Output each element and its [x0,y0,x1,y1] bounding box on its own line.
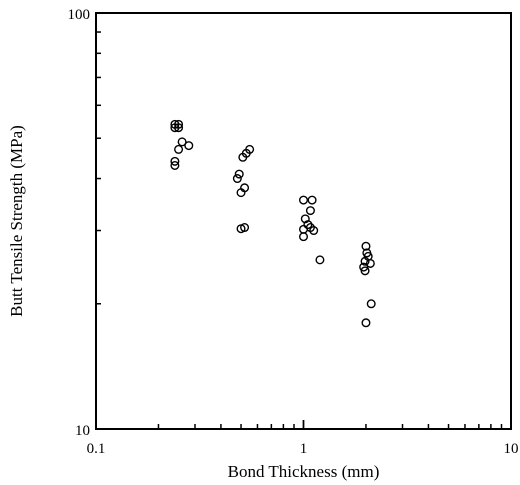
data-point [366,299,376,309]
data-point [238,152,248,162]
x-tick-label-0: 0.1 [87,441,106,457]
data-point [300,214,310,224]
data-point [309,226,319,236]
data-point [174,123,184,133]
data-point [305,206,315,216]
data-point [184,141,194,151]
x-axis-title: Bond Thickness (mm) [228,462,380,481]
x-axis-ticks [95,420,512,429]
y-axis-ticks [96,12,105,430]
data-point [177,137,187,147]
data-points [170,119,376,328]
x-tick-label-2: 10 [504,441,519,457]
data-point [299,195,309,205]
data-point [361,241,371,251]
data-point [365,258,375,268]
y-tick-label-top: 100 [68,7,91,23]
y-tick-label-bottom: 10 [75,423,90,439]
plot-frame [95,12,512,430]
data-point [234,169,244,179]
data-point [174,144,184,154]
data-point [236,224,246,234]
y-axis-title: Butt Tensile Strength (MPa) [7,125,26,317]
data-point [170,123,180,133]
data-point [360,266,370,276]
data-point [360,256,370,266]
data-point [315,255,325,265]
data-point [232,174,242,184]
data-point [236,188,246,198]
x-tick-label-1: 1 [300,441,308,457]
data-point [307,195,317,205]
data-point [170,160,180,170]
data-point [361,318,371,328]
data-point [299,232,309,242]
data-point [170,156,180,166]
data-point [299,224,309,234]
